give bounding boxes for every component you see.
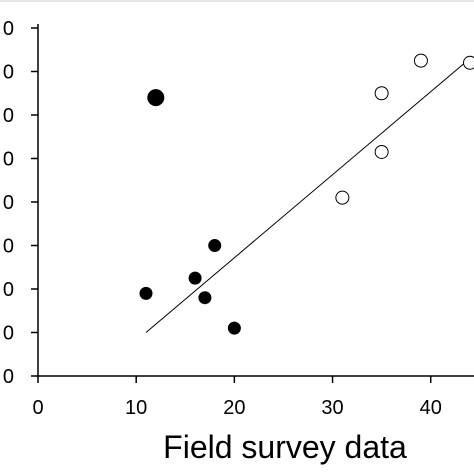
open-data-point xyxy=(335,190,350,205)
y-tick-label: 0 xyxy=(3,323,14,345)
x-axis-title: Field survey data xyxy=(163,429,407,465)
y-tick-label: 0 xyxy=(3,279,14,301)
filled-data-point xyxy=(208,239,222,252)
data-points xyxy=(139,53,474,335)
y-tick-label: 0 xyxy=(3,236,14,258)
filled-data-point xyxy=(147,89,165,107)
y-tick-label: 0 xyxy=(3,149,14,171)
x-tick-label: 10 xyxy=(125,397,147,419)
open-data-point xyxy=(413,53,428,68)
x-tick-label: 20 xyxy=(223,397,245,419)
x-ticks: 0 10 20 30 40 xyxy=(32,376,442,419)
filled-data-point xyxy=(139,286,153,300)
y-tick-label: 0 xyxy=(3,105,14,127)
y-tick-label: 0 xyxy=(3,18,14,40)
open-data-point xyxy=(374,144,389,159)
fit-line xyxy=(145,58,471,333)
regression-line xyxy=(145,58,471,333)
filled-data-point xyxy=(188,271,202,285)
x-tick-label: 40 xyxy=(420,397,442,419)
y-tick-label: 0 xyxy=(3,62,14,84)
open-data-point xyxy=(374,86,389,101)
y-tick-label: 0 xyxy=(3,366,14,388)
y-ticks: 0 0 0 0 0 0 0 0 0 xyxy=(3,18,38,388)
filled-data-point xyxy=(198,291,212,305)
filled-data-point xyxy=(227,321,241,335)
x-tick-label: 30 xyxy=(321,397,343,419)
y-tick-label: 0 xyxy=(3,192,14,214)
x-tick-label: 0 xyxy=(32,397,43,419)
axes xyxy=(37,24,474,377)
open-data-point xyxy=(463,55,474,70)
